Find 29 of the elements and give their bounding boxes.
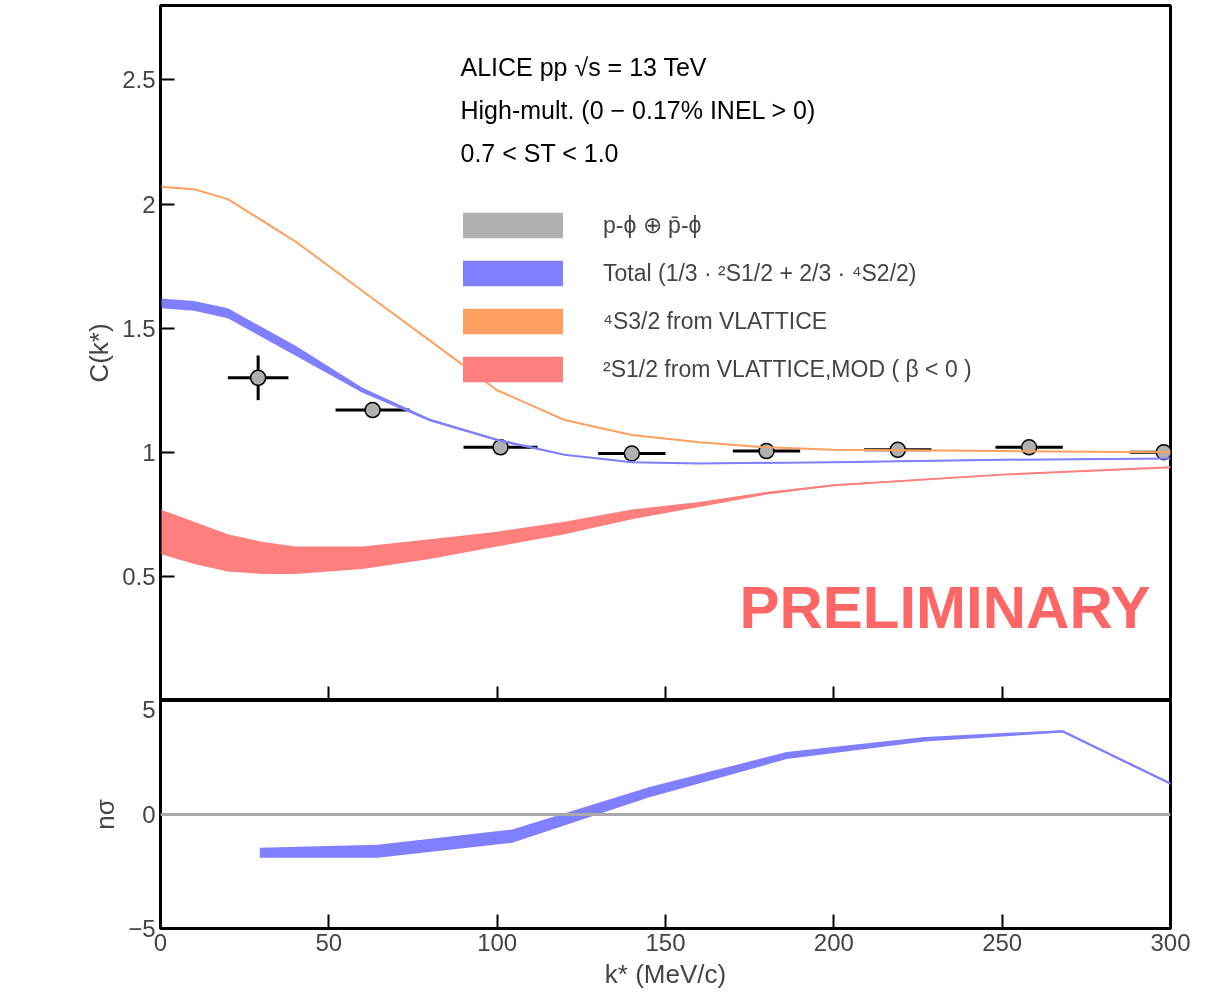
y-tick-label: 0 xyxy=(142,801,156,828)
y-tick-label: −5 xyxy=(128,915,156,942)
point xyxy=(364,401,381,419)
x-tick-label: 200 xyxy=(813,928,854,956)
y-tick-label: 1.5 xyxy=(122,314,156,342)
point xyxy=(492,439,509,456)
legend-label: Total (1/3 · ²S1/2 + 2/3 · ⁴S2/2) xyxy=(603,259,917,287)
point xyxy=(623,445,641,462)
x-tick-label: 300 xyxy=(1150,928,1191,956)
legend-label: ⁴S3/2 from VLATTICE xyxy=(603,307,828,335)
x-tick-label: 250 xyxy=(982,928,1023,956)
y-tick-label: 0.5 xyxy=(122,562,156,590)
legend-label: p-ϕ ⊕ p̄-ϕ xyxy=(603,211,702,239)
y-axis-title: nσ xyxy=(90,799,121,830)
x-axis-title: k* (MeV/c) xyxy=(604,958,727,989)
x-tick-label: 50 xyxy=(315,928,343,956)
annotation: 0.7 < ST < 1.0 xyxy=(460,138,619,167)
y-tick-label: 1 xyxy=(142,438,156,466)
annotation: PRELIMINARY xyxy=(739,573,1151,641)
x-tick-label: 150 xyxy=(645,928,686,956)
annotation: ALICE pp √s = 13 TeV xyxy=(460,52,707,81)
point xyxy=(249,369,267,387)
legend-label: ²S1/2 from VLATTICE,MOD ( β < 0 ) xyxy=(603,355,972,383)
x-tick-label: 100 xyxy=(477,928,518,956)
y-tick-label: 5 xyxy=(142,695,156,723)
y-tick-label: 2 xyxy=(142,190,156,218)
y-tick-label: 2.5 xyxy=(122,66,156,94)
annotation: High-mult. (0 − 0.17% INEL > 0) xyxy=(460,95,816,124)
y-axis-title: C(k*) xyxy=(84,323,115,383)
